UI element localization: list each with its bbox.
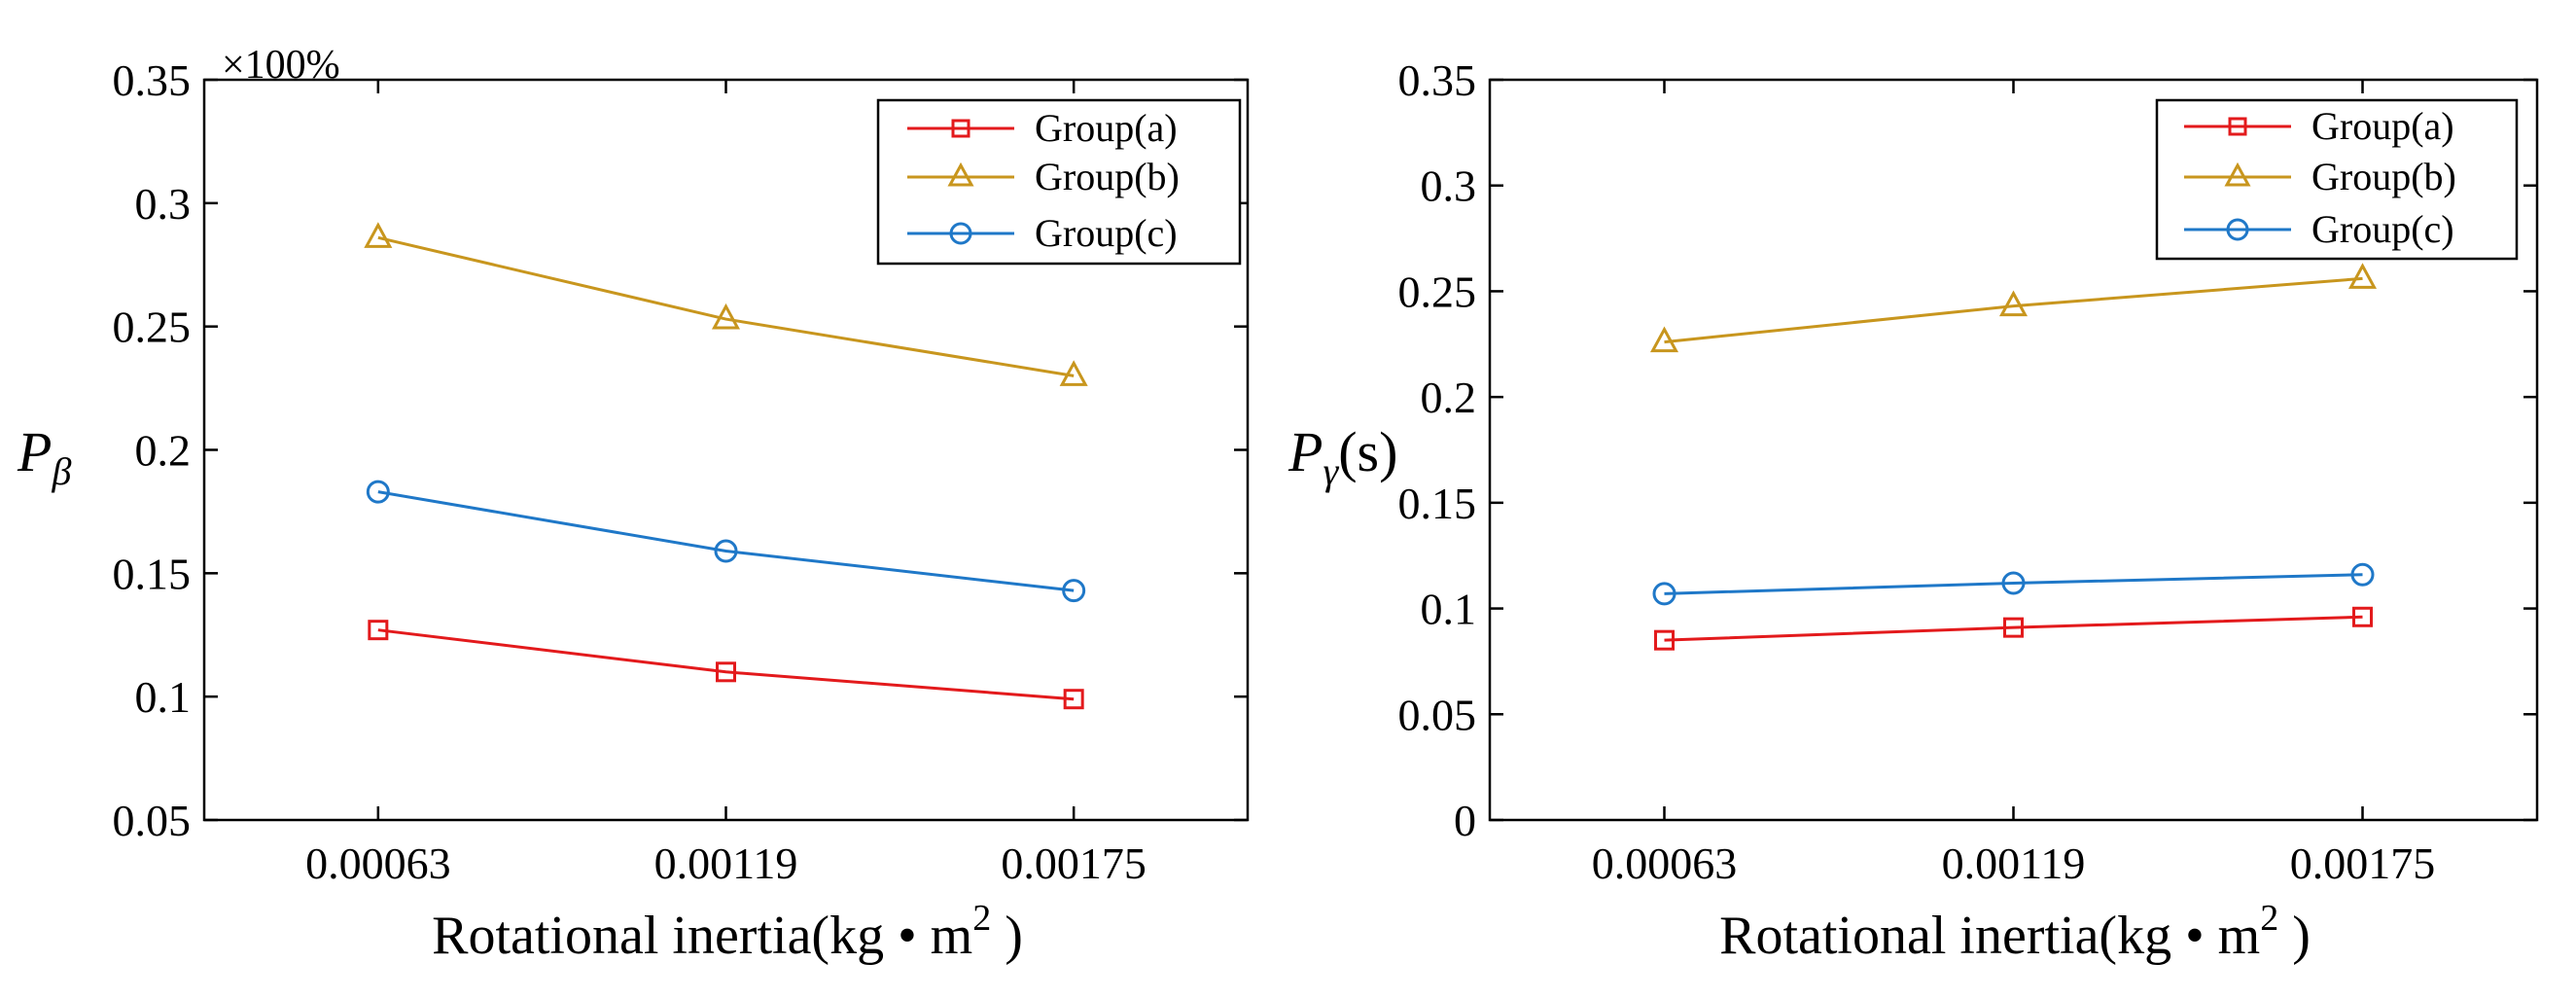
x-axis-title-superscript: 2 (972, 898, 991, 939)
legend-left: Group(a) Group(b) Group(c) (876, 98, 1242, 266)
legend-label-group-a: Group(a) (1035, 106, 1178, 150)
legend-marker-group-a (951, 119, 970, 138)
x-axis-title-text: Rotational inertia(kg • m (432, 906, 972, 966)
x-tick-label: 0.00119 (654, 838, 798, 888)
y-tick-label: 0.1 (135, 672, 192, 722)
x-tick-label: 0.00175 (1001, 838, 1147, 888)
legend-marker-group-a (2228, 117, 2247, 136)
legend-right: Group(a) Group(b) Group(c) (2155, 98, 2519, 261)
y-tick-label: 0.1 (1421, 585, 1477, 634)
data-point-group-a (1063, 689, 1084, 710)
x-tick-label: 0.00063 (305, 838, 451, 888)
data-point-group-c (714, 539, 738, 563)
data-point-group-b (711, 303, 741, 330)
y-tick-label: 0.15 (113, 549, 192, 598)
data-point-group-a (2003, 617, 2024, 638)
x-tick-label: 0.00119 (1942, 838, 2086, 888)
y-axis-title-unit: (s) (1338, 420, 1397, 483)
legend-label-group-b: Group(b) (2311, 155, 2456, 198)
y-tick-label: 0.3 (135, 179, 192, 229)
data-point-group-c (2001, 571, 2026, 595)
data-point-group-a (368, 620, 389, 641)
y-tick-label: 0.05 (113, 796, 192, 845)
legend-marker-group-b (947, 161, 974, 187)
data-point-group-b (1649, 326, 1679, 353)
legend-marker-group-b (2224, 161, 2251, 187)
x-tick-label: 0.00175 (2290, 838, 2436, 888)
data-point-group-b (2347, 263, 2378, 289)
chart-right: Pγ(s) Rotational inertia(kg • m2 ) 0 0.05… (1288, 55, 2539, 966)
y-tick-label: 0.3 (1421, 161, 1477, 211)
legend-marker-group-c (949, 222, 972, 245)
legend-label-group-a: Group(a) (2311, 104, 2454, 148)
data-point-group-c (1652, 582, 1676, 606)
data-point-group-c (1062, 579, 1086, 603)
legend-marker-group-c (2226, 218, 2249, 241)
plot-area-right: 0 0.05 0.1 0.15 0.2 0.25 0.3 0.35 0.00063 0.00119… (1398, 55, 2539, 888)
data-point-group-c (2350, 562, 2375, 587)
legend-label-group-c: Group(c) (2311, 207, 2454, 251)
legend-label-group-c: Group(c) (1035, 211, 1178, 255)
y-tick-label: 0.05 (1398, 690, 1477, 739)
data-point-group-a (2352, 606, 2373, 627)
series-line-group-c (377, 490, 1075, 592)
series-line-group-a (377, 628, 1075, 701)
y-axis-title-symbol: P (17, 420, 52, 483)
y-tick-label: 0.35 (113, 55, 192, 105)
series-line-group-a (1664, 615, 2363, 642)
x-axis-title-text: Rotational inertia(kg • m (1719, 906, 2260, 966)
y-axis-title: Pγ(s) (1288, 420, 1397, 493)
x-axis-title: Rotational inertia(kg • m2 ) (1719, 898, 2311, 966)
x-axis-title-close: ) (991, 906, 1023, 966)
y-axis-title-symbol: P (1288, 420, 1323, 483)
series-line-group-b (377, 235, 1075, 377)
data-point-group-b (1998, 290, 2029, 317)
y-tick-label: 0 (1454, 796, 1476, 845)
x-tick-label: 0.00063 (1592, 838, 1738, 888)
data-point-group-b (1059, 360, 1088, 386)
y-tick-label: 0.25 (113, 303, 192, 352)
y-axis-title-subscript: β (51, 449, 71, 493)
chart-left: ×100% Pβ Rotational inertia(kg • m2 ) 0.… (17, 43, 1250, 966)
legend-label-group-b: Group(b) (1035, 155, 1180, 198)
y-tick-label: 0.35 (1398, 55, 1477, 105)
data-point-group-a (716, 661, 736, 683)
x-axis-title-superscript: 2 (2260, 898, 2278, 939)
x-axis-title-close: ) (2278, 906, 2311, 966)
y-tick-label: 0.25 (1398, 267, 1477, 316)
series-line-group-b (1664, 276, 2363, 344)
y-tick-label: 0.2 (1421, 373, 1477, 422)
y-tick-label: 0.15 (1398, 479, 1477, 528)
y-axis-title-subscript: γ (1323, 449, 1339, 493)
y-tick-label: 0.2 (135, 426, 192, 476)
x-axis-title: Rotational inertia(kg • m2 ) (432, 898, 1023, 966)
data-point-group-c (366, 480, 390, 504)
data-point-group-b (364, 222, 393, 248)
y-axis-title: Pβ (17, 420, 71, 493)
series-line-group-c (1664, 573, 2363, 595)
plot-area-left: 0.05 0.1 0.15 0.2 0.25 0.3 0.35 0.00063 0.00119 0… (113, 55, 1250, 888)
data-point-group-a (1654, 629, 1675, 651)
